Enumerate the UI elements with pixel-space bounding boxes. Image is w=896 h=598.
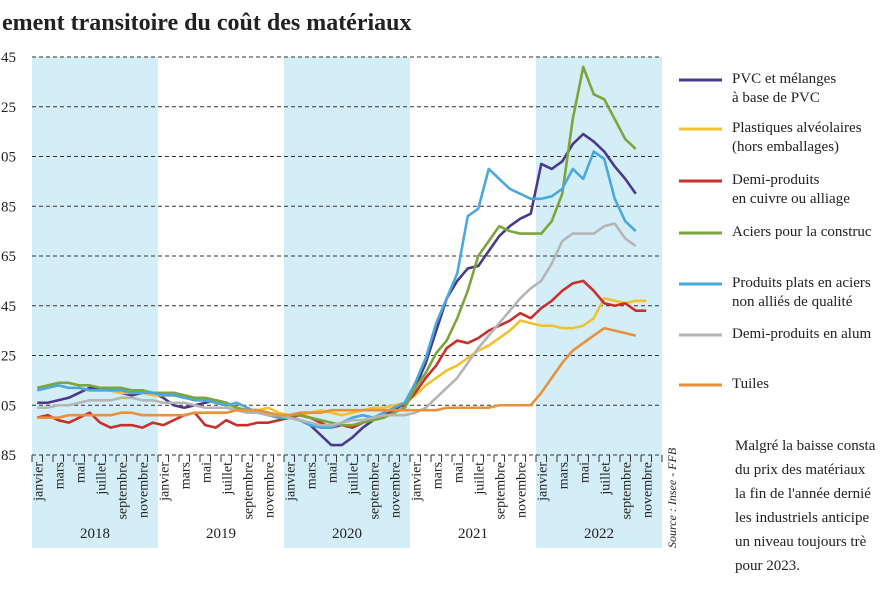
x-tick-label: mars (178, 462, 193, 489)
y-tick-label: 45 (1, 299, 16, 315)
y-tick-label: 85 (1, 199, 16, 215)
note-line: du prix des matériaux (735, 462, 866, 478)
year-band (536, 57, 662, 548)
x-tick-label: septembre (367, 462, 382, 520)
year-band (32, 57, 158, 548)
y-tick-label: 05 (1, 150, 16, 166)
y-tick-label: 65 (1, 249, 16, 265)
x-tick-label: janvier (31, 462, 46, 502)
series-line (37, 222, 637, 427)
note-line: un niveau toujours trè (735, 534, 867, 550)
y-tick-label: 25 (1, 100, 16, 116)
x-tick-label: juillet (598, 462, 613, 496)
year-label: 2022 (584, 526, 614, 542)
x-tick-label: septembre (115, 462, 130, 520)
x-tick-label: janvier (283, 462, 298, 502)
series-line (37, 326, 637, 419)
y-tick-label: 85 (1, 448, 16, 464)
year-label: 2019 (206, 526, 236, 542)
note-line: Malgré la baisse consta (735, 438, 876, 454)
x-tick-label: mai (325, 462, 340, 483)
note-line: la fin de l'année dernié (735, 486, 871, 502)
note-line: pour 2023. (735, 558, 800, 574)
x-tick-label: janvier (535, 462, 550, 502)
x-tick-label: juillet (472, 462, 487, 496)
x-tick-label: novembre (640, 462, 655, 518)
x-tick-label: juillet (346, 462, 361, 496)
x-tick-label: novembre (136, 462, 151, 518)
x-tick-label: mai (577, 462, 592, 483)
x-tick-label: novembre (388, 462, 403, 518)
y-tick-label: 45 (1, 50, 16, 66)
x-tick-label: septembre (241, 462, 256, 520)
x-tick-label: mai (451, 462, 466, 483)
x-tick-label: juillet (94, 462, 109, 496)
x-tick-label: septembre (493, 462, 508, 520)
legend-entry: Produits plats en aciers non alliés de q… (732, 275, 871, 310)
source: Source : Insee - FFB (665, 447, 679, 548)
legend-entry: Aciers pour la construc (732, 224, 872, 240)
x-tick-label: mai (73, 462, 88, 483)
x-tick-label: janvier (409, 462, 424, 502)
chart-title: ement transitoire du coût des matériaux (2, 10, 412, 36)
x-tick-label: novembre (262, 462, 277, 518)
legend-entry: PVC et mélanges à base de PVC (732, 71, 837, 106)
x-tick-label: septembre (619, 462, 634, 520)
y-tick-label: 25 (1, 349, 16, 365)
legend-entry: Demi-produits en alum (732, 326, 872, 342)
legend-entry: Tuiles (732, 376, 769, 392)
x-tick-label: juillet (220, 462, 235, 496)
year-band (284, 57, 410, 548)
year-label: 2018 (80, 526, 110, 542)
x-tick-label: mars (304, 462, 319, 489)
note-line: les industriels anticipe (735, 510, 870, 526)
x-tick-label: mars (556, 462, 571, 489)
year-label: 2020 (332, 526, 362, 542)
legend-entry: Plastiques alvéolaires (hors emballages) (732, 120, 862, 155)
x-tick-label: mars (430, 462, 445, 489)
x-tick-label: janvier (157, 462, 172, 502)
x-tick-label: mai (199, 462, 214, 483)
x-tick-label: mars (52, 462, 67, 489)
y-tick-label: 05 (1, 398, 16, 414)
x-tick-label: novembre (514, 462, 529, 518)
legend-entry: Demi-produits en cuivre ou alliage (732, 172, 850, 207)
year-label: 2021 (458, 526, 488, 542)
